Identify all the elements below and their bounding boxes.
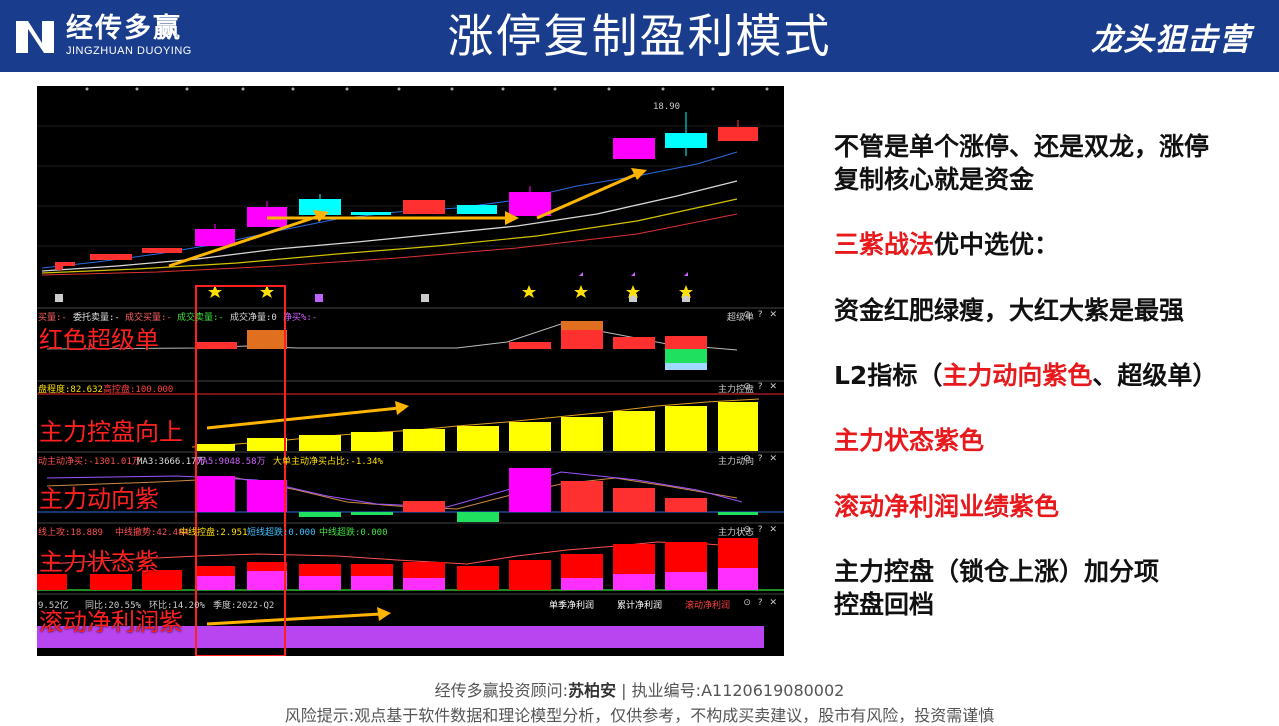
profit-big-label: 滚动净利润紫 [39, 608, 183, 636]
so-controls[interactable]: ⊙ ? ✕ [743, 310, 779, 320]
note-line4-a: L2指标（ [834, 361, 943, 390]
dir-ind-2: MA5:9048.58万 [197, 457, 266, 467]
state-panel-name: 主力状态 [717, 528, 754, 538]
logo-cn: 经传多赢 [66, 13, 182, 44]
profit-tab-1[interactable]: 累计净利润 [617, 601, 663, 611]
profit-ind-1: 同比:20.55% [85, 601, 141, 611]
ctrl-big-label: 主力控盘向上 [39, 418, 183, 446]
state-ind-0: 线上攻:18.889 [38, 528, 103, 538]
so-ind-1: 委托卖量:- [73, 313, 120, 323]
footer-risk: 风险提示:观点基于软件数据和理论模型分析，仅供参考，不构成买卖建议，股市有风险，… [284, 706, 995, 725]
so-ind-3: 成交卖量:- [177, 313, 224, 323]
note-line6: 滚动净利润业绩紫色 [834, 492, 1060, 521]
logo: 经传多赢 JINGZHUAN DUOYING [12, 10, 192, 62]
profit-tab-0[interactable]: 单季净利润 [549, 601, 595, 611]
dir-ind-1: MA3:3666.17万 [137, 457, 206, 467]
note-line4-b: 、超级单） [1092, 361, 1218, 390]
advisor-name: 苏柏安 [568, 681, 617, 700]
header-bar: 经传多赢 JINGZHUAN DUOYING 涨停复制盈利模式 龙头狙击营 [0, 0, 1279, 72]
stock-chart: 18.90 买量:- 委托卖量:- 成交买量:- 成交卖量:- 成交净量:0 净… [37, 86, 784, 656]
so-ind-0: 买量:- [38, 313, 67, 323]
note-line2-black: 优中选优： [934, 230, 1060, 259]
profit-controls[interactable]: ⊙ ? ✕ [743, 598, 779, 608]
note-line1a: 不管是单个涨停、还是双龙，涨停 [834, 132, 1210, 161]
profit-ind-3: 季度:2022-Q2 [213, 601, 275, 611]
ctrl-controls[interactable]: ⊙ ? ✕ [743, 382, 779, 392]
note-line3: 资金红肥绿瘦，大红大紫是最强 [834, 296, 1185, 325]
dir-controls[interactable]: ⊙ ? ✕ [743, 454, 779, 464]
license-prefix: 执业编号: [631, 681, 702, 700]
note-line4-red: 主力动向紫色 [942, 361, 1093, 390]
advisor-sep: | [621, 681, 627, 700]
dir-panel-name: 主力动向 [717, 457, 754, 467]
dir-ind-3: 大单主动净买占比:-1.34% [273, 457, 383, 467]
profit-ind-0: 9.52亿 [38, 601, 69, 611]
logo-en: JINGZHUAN DUOYING [66, 45, 192, 57]
note-line4: L2指标（主力动向紫色、超级单） [834, 359, 1217, 392]
footer-advisor: 经传多赢投资顾问:苏柏安 | 执业编号:A1120619080002 [0, 677, 1279, 701]
ctrl-ind-1: 高控盘:100.000 [103, 385, 174, 395]
so-big-label: 红色超级单 [39, 326, 159, 354]
profit-tab-2[interactable]: 滚动净利润 [685, 601, 731, 611]
note-line1b: 复制核心就是资金 [834, 165, 1035, 194]
advisor-prefix: 经传多赢投资顾问: [434, 681, 569, 700]
state-ind-3: 短线超跌:0.000 [247, 528, 316, 538]
logo-mark-icon [12, 13, 58, 59]
price-high-label: 18.90 [653, 102, 681, 112]
license-no: A1120619080002 [701, 681, 845, 700]
note-line7a: 主力控盘（锁仓上涨）加分项 [834, 557, 1160, 586]
state-ind-2: 中线控盘:2.951 [179, 528, 248, 538]
brand-logo: 龙头狙击营 [1091, 21, 1251, 58]
state-ind-1: 中线撤势:42.484 [115, 528, 189, 538]
note-line7b: 控盘回档 [834, 590, 935, 619]
state-ind-4: 中线超跌:0.000 [319, 528, 388, 538]
ctrl-ind-0: 盘程度:82.632 [38, 385, 103, 395]
state-big-label: 主力状态紫 [39, 548, 159, 576]
so-ind-2: 成交买量:- [125, 313, 172, 323]
dir-big-label: 主力动向紫 [39, 485, 159, 513]
logo-text: 经传多赢 JINGZHUAN DUOYING [66, 14, 192, 58]
note-line5: 主力状态紫色 [834, 426, 985, 455]
chart-graphics [37, 87, 784, 656]
page-title: 涨停复制盈利模式 [447, 9, 832, 63]
ctrl-panel-name: 主力控盘 [717, 385, 754, 395]
so-panel-name: 超级单 [726, 313, 754, 323]
note-line2-red: 三紫战法 [834, 230, 935, 259]
so-ind-4: 成交净量:0 [230, 313, 277, 323]
note-line2: 三紫战法优中选优： [834, 228, 1059, 261]
so-ind-5: 净买%:- [283, 313, 318, 323]
dir-ind-0: 动主动净买:-1301.01万 [38, 457, 141, 467]
profit-ind-2: 环比:14.20% [149, 601, 205, 611]
state-controls[interactable]: ⊙ ? ✕ [743, 525, 779, 535]
